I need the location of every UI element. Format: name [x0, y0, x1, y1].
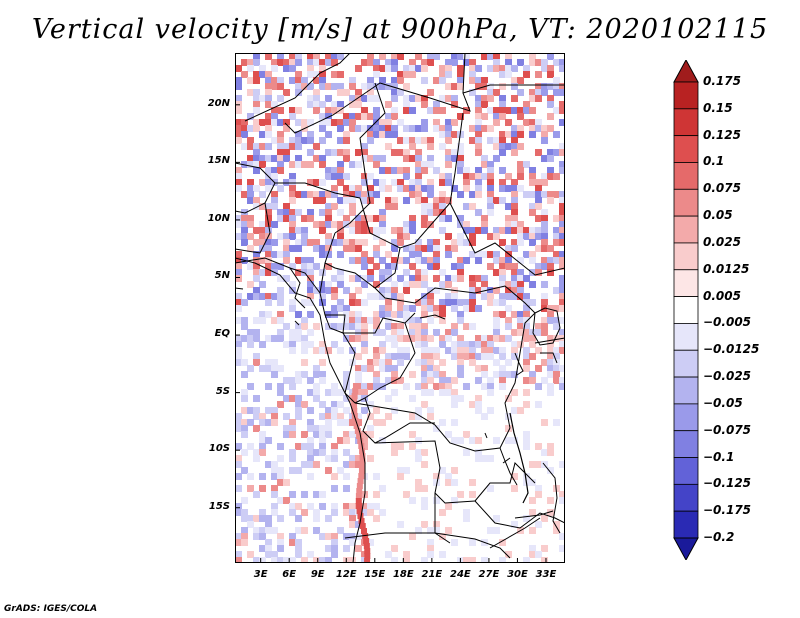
map-frame [235, 53, 565, 563]
lat-label: 10N [207, 212, 230, 224]
colorbar-cell [673, 510, 699, 539]
colorbar-label: 0.175 [703, 74, 741, 88]
map-title: Vertical velocity [m/s] at 900hPa, VT: 2… [31, 14, 769, 45]
colorbar-cell [673, 430, 699, 458]
colorbar-cell [673, 162, 699, 190]
lon-label: 30E [507, 569, 528, 580]
lat-label: 20N [207, 97, 230, 109]
colorbar-label: 0.025 [703, 234, 741, 249]
lon-label: 12E [335, 569, 357, 580]
colorbar [673, 60, 699, 560]
colorbar-cell [673, 296, 699, 324]
lat-label: EQ [214, 328, 230, 340]
colorbar-cell [673, 108, 699, 137]
colorbar-cell [673, 242, 699, 271]
colorbar-label: 0.05 [703, 208, 733, 223]
colorbar-label: −0.2 [703, 530, 735, 544]
lon-label: 21E [421, 569, 443, 580]
colorbar-label: −0.025 [703, 369, 752, 384]
lat-label: 5N [214, 270, 230, 282]
colorbar-cell [673, 135, 699, 163]
country-borders [235, 53, 565, 563]
colorbar-cell [673, 188, 699, 217]
lat-label: 10S [208, 443, 230, 455]
colorbar-cell [673, 215, 699, 244]
lon-label: 18E [392, 569, 414, 580]
colorbar-label: 0.15 [703, 100, 733, 115]
lon-label: 33E [535, 569, 557, 580]
colorbar-label: −0.1 [703, 449, 735, 464]
colorbar-label: −0.075 [703, 422, 752, 437]
colorbar-cell [673, 376, 699, 405]
lon-label: 6E [282, 569, 297, 580]
colorbar-cell [673, 537, 699, 560]
velocity-field [235, 53, 565, 563]
lon-label: 3E [253, 569, 268, 580]
colorbar-label: 0.0125 [703, 261, 750, 276]
colorbar-label: 0.075 [703, 181, 741, 196]
colorbar-label: −0.0125 [703, 342, 760, 357]
lat-label: 5S [215, 385, 230, 397]
lon-label: 24E [450, 569, 471, 580]
colorbar-label: −0.05 [703, 395, 743, 410]
vertical-velocity-map [235, 53, 565, 563]
colorbar-cell [673, 457, 699, 485]
colorbar-label: −0.005 [703, 315, 752, 330]
colorbar-label: −0.125 [703, 476, 752, 491]
colorbar-cell [673, 60, 699, 83]
lat-label: 15N [207, 155, 230, 167]
lon-label: 15E [364, 569, 386, 580]
colorbar-cell [673, 349, 699, 378]
colorbar-cell [673, 483, 699, 512]
colorbar-cell [673, 269, 699, 297]
colorbar-label: 0.125 [703, 127, 741, 142]
credit-text: GrADS: IGES/COLA [4, 604, 98, 614]
colorbar-cell [673, 323, 699, 351]
axis-ticks [235, 104, 547, 563]
colorbar-label: −0.175 [703, 503, 752, 518]
colorbar-label: 0.005 [703, 288, 741, 303]
colorbar-label: 0.1 [703, 154, 725, 169]
lat-label: 15S [208, 500, 230, 512]
colorbar-cell [673, 81, 699, 110]
lon-label: 27E [478, 569, 500, 580]
lon-label: 9E [310, 569, 325, 580]
colorbar-cell [673, 403, 699, 432]
